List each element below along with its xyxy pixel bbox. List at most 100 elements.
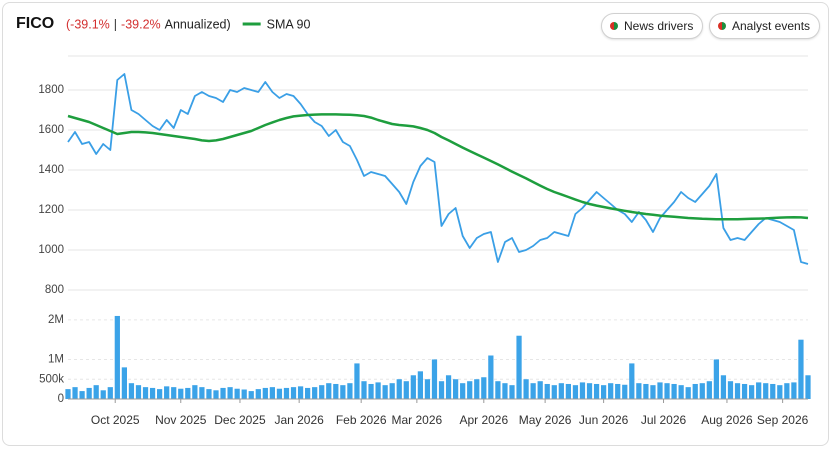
volume-bar: [297, 386, 304, 399]
volume-bar: [248, 391, 254, 399]
volume-bar: [509, 385, 515, 399]
volume-bar: [608, 383, 614, 399]
button-label: Analyst events: [732, 19, 811, 33]
volume-bar: [544, 383, 550, 399]
x-tick-label: Jul 2026: [641, 413, 687, 427]
y-tick-label: 2M: [48, 314, 64, 326]
volume-bar: [523, 379, 529, 399]
volume-bar: [537, 381, 543, 399]
volume-bar: [340, 385, 346, 399]
volume-bar: [65, 389, 71, 399]
volume-bar: [135, 385, 142, 399]
volume-bar: [481, 377, 487, 399]
volume-bar: [375, 382, 381, 399]
volume-bar: [149, 387, 156, 399]
volume-bar: [699, 383, 705, 399]
analyst-events-button[interactable]: Analyst events: [709, 13, 821, 39]
y-tick-label: 1400: [38, 164, 64, 176]
volume-bar: [692, 383, 698, 399]
volume-bar: [255, 389, 261, 399]
volume-bar: [558, 383, 564, 399]
volume-bar: [319, 385, 325, 399]
volume-bar: [185, 387, 191, 399]
y-tick-label: 1200: [38, 204, 64, 216]
volume-bar: [276, 388, 283, 399]
volume-bar: [601, 385, 607, 399]
x-tick-label: Apr 2026: [459, 413, 508, 427]
volume-bar: [727, 381, 734, 399]
volume-bar: [262, 387, 268, 399]
volume-bar: [213, 390, 219, 399]
volume-bar: [678, 385, 684, 399]
volume-bar: [791, 382, 797, 399]
volume-bar: [586, 383, 593, 399]
volume-bar: [671, 383, 677, 399]
volume-bar: [199, 387, 205, 399]
volume-bar: [396, 379, 402, 399]
x-tick-label: Jun 2026: [579, 413, 629, 427]
volume-bar: [488, 355, 494, 399]
volume-bar: [579, 382, 586, 399]
volume-bar: [290, 387, 297, 399]
volume-bar: [333, 383, 339, 399]
y-tick-label: 1M: [48, 353, 64, 365]
volume-bar: [312, 387, 318, 399]
volume-bar: [551, 385, 557, 399]
volume-bar: [657, 382, 663, 399]
volume-bar: [269, 387, 275, 399]
volume-bar: [86, 387, 92, 399]
x-tick-label: Sep 2026: [757, 413, 809, 427]
volume-bar: [770, 383, 776, 399]
ticker: FICO: [16, 15, 54, 32]
volume-bar: [516, 335, 522, 399]
volume-bar: [171, 387, 177, 399]
volume-bar: [410, 375, 416, 399]
volume-bar: [361, 381, 367, 399]
line-series: [67, 113, 809, 221]
volume-bar: [777, 385, 783, 399]
volume-bar: [530, 383, 536, 399]
volume-bar: [241, 389, 247, 399]
header-part: -39.2%: [121, 17, 161, 31]
volume-bar: [382, 385, 388, 399]
volume-bar: [164, 386, 170, 399]
header-part: Annualized): [165, 17, 231, 31]
volume-bar: [664, 383, 670, 399]
volume-bar: [706, 381, 712, 399]
volume-bar: [467, 381, 473, 399]
volume-bar: [572, 385, 579, 399]
volume-bar: [100, 390, 106, 399]
volume-bar: [756, 382, 762, 399]
volume-bar: [107, 387, 113, 399]
volume-bar: [798, 339, 804, 399]
x-tick-label: Nov 2025: [155, 413, 207, 427]
volume-bar: [713, 359, 719, 399]
volume-bar: [763, 383, 769, 399]
volume-bar: [593, 383, 600, 399]
volume-bar: [749, 385, 755, 399]
volume-bar: [438, 381, 445, 399]
x-tick-label: Feb 2026: [336, 413, 387, 427]
volume-bar: [403, 381, 409, 399]
volume-bar: [720, 375, 727, 399]
volume-bar: [431, 359, 438, 399]
volume-bar: [114, 315, 120, 399]
volume-bar: [93, 385, 99, 399]
volume-bar: [424, 379, 431, 399]
volume-bar: [72, 387, 78, 399]
x-tick-label: May 2026: [519, 413, 572, 427]
volume-bar: [474, 379, 480, 399]
volume-bar: [121, 367, 127, 399]
volume-bar: [784, 383, 790, 399]
volume-bar: [142, 387, 149, 399]
volume-bar: [178, 388, 184, 399]
line-series: [67, 73, 809, 265]
y-tick-label: 1000: [38, 244, 64, 256]
y-tick-label: 500k: [39, 373, 64, 385]
volume-bar: [354, 363, 360, 399]
header-part: |: [114, 17, 117, 31]
volume-bar: [685, 387, 691, 399]
volume-bar: [305, 387, 311, 399]
news-drivers-button[interactable]: News drivers: [601, 13, 704, 39]
